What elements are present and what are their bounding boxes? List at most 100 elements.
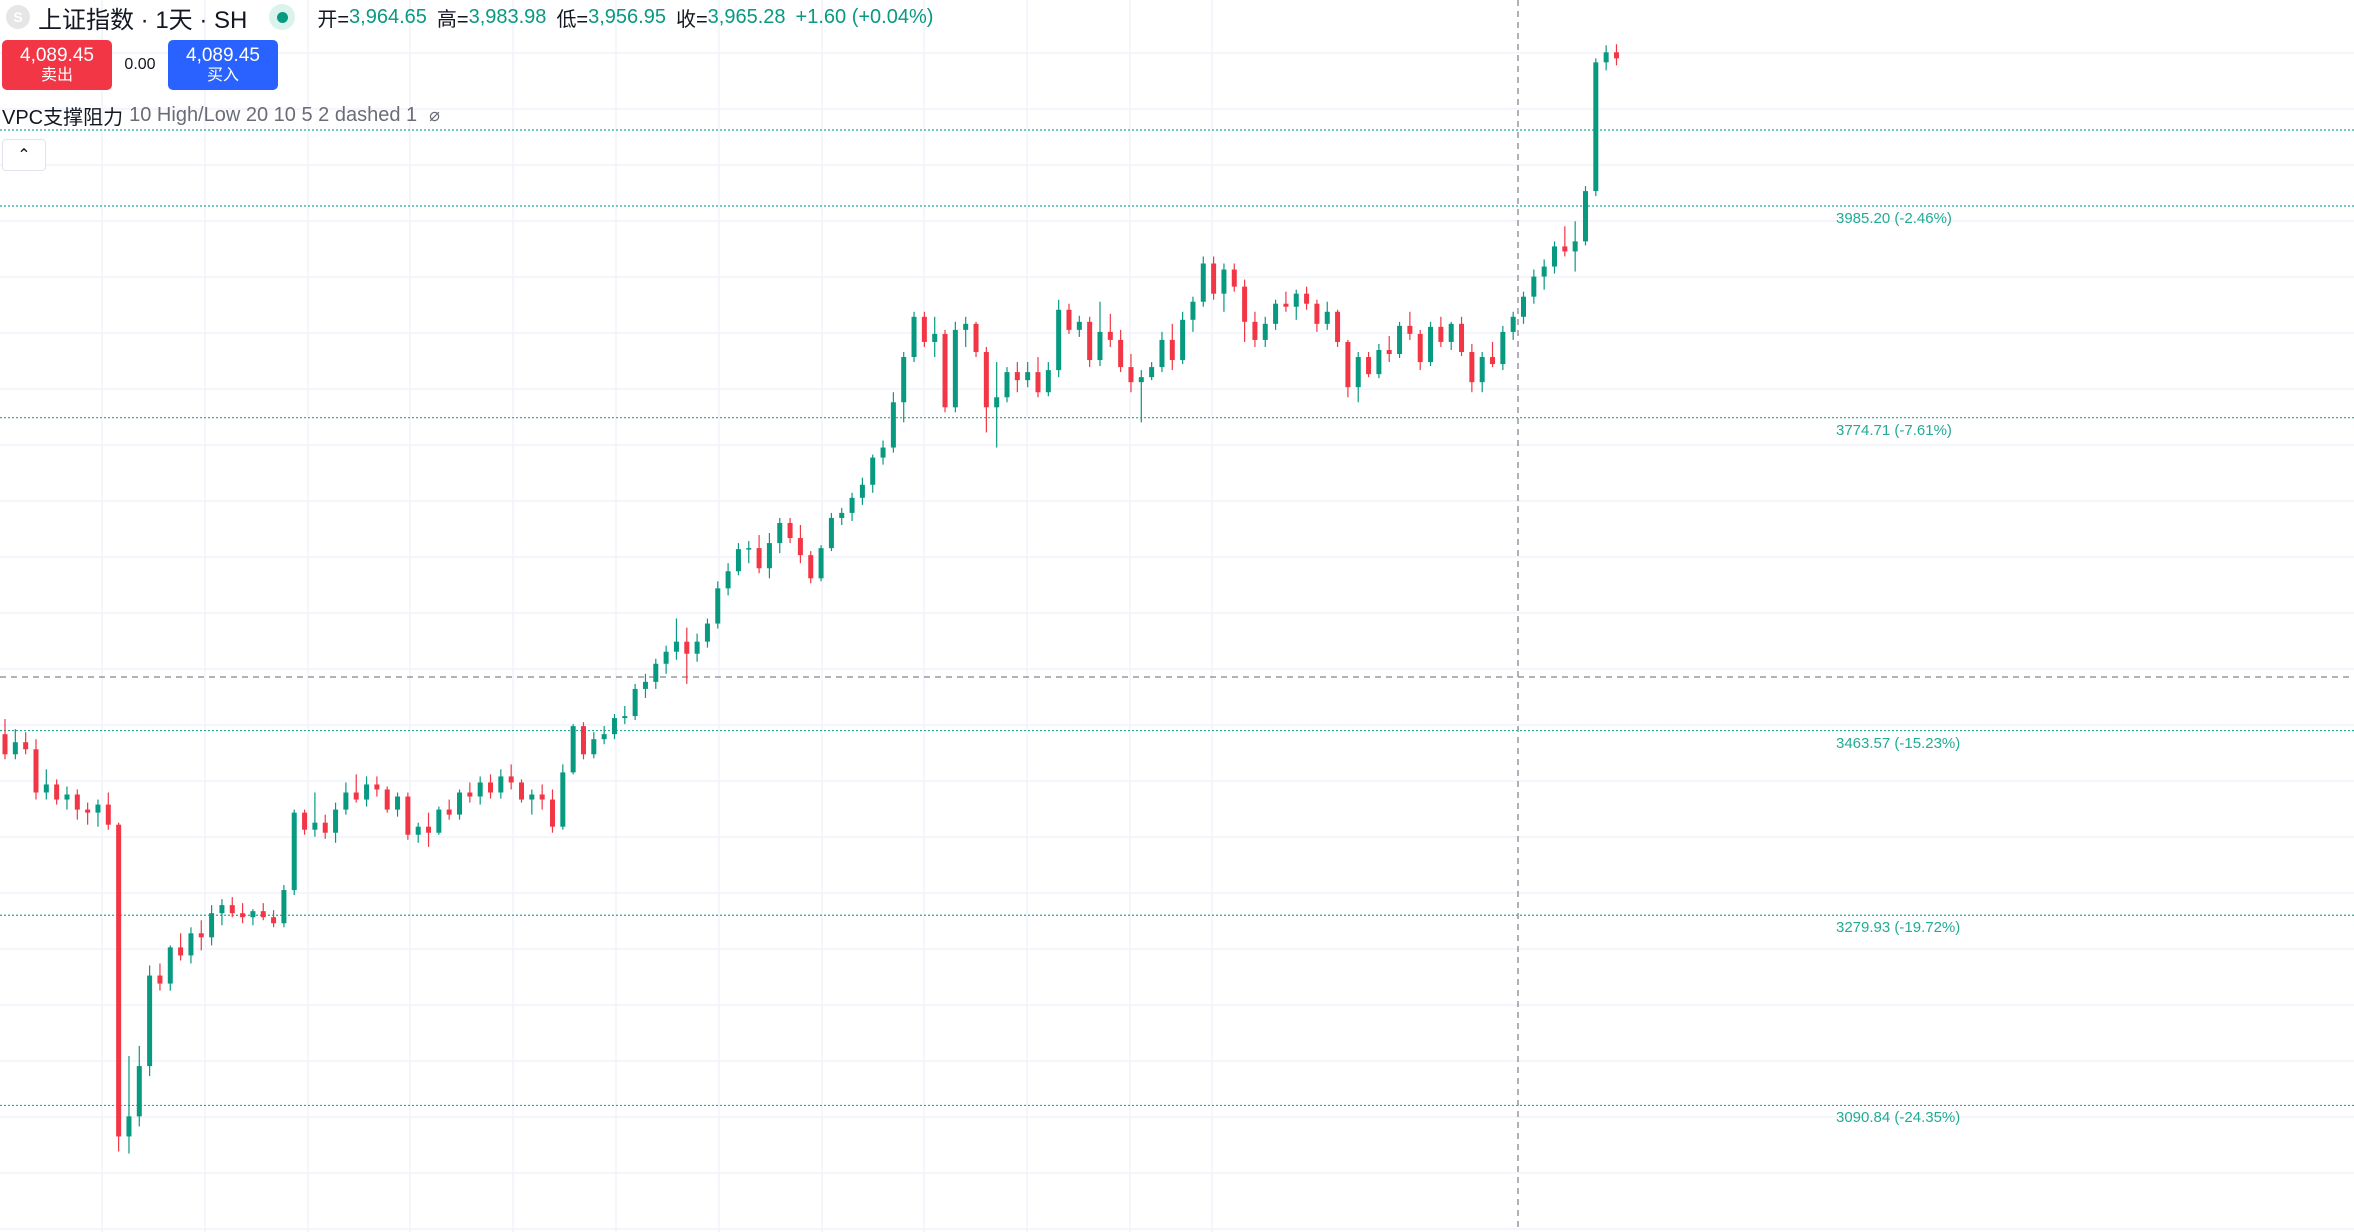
candle [601, 726, 607, 745]
candle [756, 535, 762, 574]
candle [1386, 335, 1392, 363]
candle-body [1407, 325, 1413, 334]
candle-body [488, 782, 494, 793]
candle-body [1035, 372, 1041, 393]
candle-body [942, 333, 948, 408]
buy-label: 买入 [206, 66, 239, 84]
candle-body [1613, 52, 1619, 59]
candle-body [1076, 321, 1082, 330]
candle [1262, 316, 1268, 347]
candle [994, 362, 1000, 448]
candle [611, 714, 617, 740]
candle-body [580, 726, 586, 755]
candle [343, 782, 349, 815]
candle [1552, 241, 1557, 274]
candle [766, 533, 772, 579]
support-level-label: 3463.57 (-15.23%) [1836, 734, 1961, 752]
candle [1076, 315, 1082, 337]
candle [1541, 259, 1547, 290]
candle-body [994, 397, 1000, 408]
candle-body [1355, 357, 1361, 388]
candle-body [560, 772, 566, 827]
candle-body [54, 784, 60, 800]
candle [1603, 45, 1609, 71]
candle [911, 311, 917, 363]
candle [1004, 367, 1010, 403]
low-value: 3,956.95 [588, 5, 666, 28]
candle [405, 792, 411, 840]
candle-body [467, 792, 473, 797]
candle-body [209, 913, 215, 938]
candle-body [322, 822, 328, 833]
symbol-title[interactable]: 上证指数 · 1天 · SH [38, 6, 248, 34]
candle [1097, 301, 1103, 367]
candle-body [1004, 372, 1010, 398]
candle [1107, 313, 1113, 347]
candle-body [653, 663, 659, 682]
candle-body [1293, 293, 1299, 307]
candle-body [333, 809, 339, 833]
candle [1510, 311, 1516, 340]
candle-body [85, 809, 91, 813]
candle [1490, 341, 1496, 368]
candle [281, 885, 287, 928]
candle-body [415, 826, 421, 835]
candle [333, 802, 339, 843]
candle-body [1541, 266, 1547, 277]
indicator-legend[interactable]: VPC支撑阻力 10 High/Low 20 10 5 2 dashed 1 ⌀ [2, 103, 440, 129]
candle [1014, 362, 1020, 393]
candle-body [880, 447, 886, 458]
candle [673, 618, 679, 660]
visibility-icon[interactable]: ⌀ [429, 104, 440, 125]
candle [250, 909, 256, 926]
candle-body [1118, 339, 1124, 368]
candle [1572, 221, 1578, 272]
candle [136, 1045, 142, 1127]
candle [188, 927, 194, 964]
candle-body [105, 804, 111, 825]
candle [54, 779, 60, 805]
candle-body [426, 826, 432, 833]
candle-body [405, 796, 411, 835]
candle [126, 1056, 132, 1154]
candle [684, 627, 690, 684]
buy-button[interactable]: 4,089.45 买入 [168, 40, 278, 90]
support-level-label: 3279.93 (-19.72%) [1836, 919, 1961, 937]
candle [1407, 311, 1413, 340]
candle-body [229, 905, 235, 914]
candle-body [2, 734, 8, 755]
candle [167, 945, 173, 991]
candle [508, 764, 514, 790]
candle [963, 316, 969, 347]
candle-body [1221, 269, 1227, 294]
candle [1366, 352, 1372, 378]
candle-body [126, 1116, 132, 1137]
close-value: 3,965.28 [707, 5, 786, 28]
market-status-icon[interactable] [269, 4, 296, 30]
indicator-params: 10 High/Low 20 10 5 2 dashed 1 [129, 103, 418, 126]
candle [1169, 323, 1175, 371]
support-level-label: 3090.84 (-24.35%) [1836, 1109, 1961, 1127]
candle [95, 799, 101, 827]
candle-body [178, 947, 184, 956]
candle [364, 776, 370, 807]
symbol-logo-icon[interactable]: S [6, 5, 30, 29]
candle [880, 440, 886, 465]
candle-body [777, 522, 783, 544]
candle [1056, 299, 1062, 378]
candle-body [64, 794, 70, 800]
sell-button[interactable]: 4,089.45 卖出 [2, 40, 112, 90]
candle [952, 321, 958, 413]
indicator-name[interactable]: VPC支撑阻力 [2, 106, 124, 129]
candle-body [1190, 301, 1196, 320]
candle-body [198, 933, 204, 938]
candle-body [250, 911, 256, 918]
candle [797, 524, 803, 564]
candle [901, 352, 907, 423]
collapse-button[interactable]: ⌃ [2, 139, 46, 171]
candle [209, 905, 215, 946]
candle-body [1552, 246, 1557, 267]
